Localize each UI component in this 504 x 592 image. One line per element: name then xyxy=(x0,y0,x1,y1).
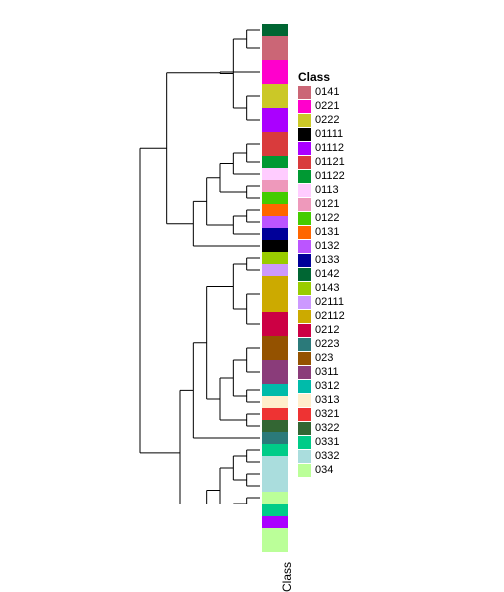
legend-label-01112: 01112 xyxy=(315,142,344,154)
leaf-0121 xyxy=(262,180,288,192)
legend-label-0332: 0332 xyxy=(315,450,339,462)
legend-swatch-0332 xyxy=(298,450,311,463)
legend-label-023: 023 xyxy=(315,352,333,364)
leaf-0332 xyxy=(262,468,288,480)
legend-swatch-0121 xyxy=(298,198,311,211)
legend-swatch-0122 xyxy=(298,212,311,225)
axis-label-class: Class xyxy=(280,562,294,592)
leaf-0332 xyxy=(262,456,288,468)
leaf-0331 xyxy=(262,444,288,456)
legend-swatch-0331 xyxy=(298,436,311,449)
leaf-023 xyxy=(262,336,288,360)
legend-swatch-0221 xyxy=(298,100,311,113)
legend-label-0212: 0212 xyxy=(315,324,339,336)
legend-label-0133: 0133 xyxy=(315,254,339,266)
leaf-0321 xyxy=(262,408,288,420)
legend-swatch-0313 xyxy=(298,394,311,407)
legend-swatch-0222 xyxy=(298,114,311,127)
leaf-01111 xyxy=(262,240,288,252)
legend-swatch-0311 xyxy=(298,366,311,379)
leaf-0223 xyxy=(262,432,288,444)
leaf-0221 xyxy=(262,60,288,84)
leaf-0132 xyxy=(262,216,288,228)
legend-swatch-0142 xyxy=(298,268,311,281)
legend-label-034: 034 xyxy=(315,464,333,476)
leaf-02112 xyxy=(262,276,288,312)
legend-swatch-0113 xyxy=(298,184,311,197)
legend-label-0322: 0322 xyxy=(315,422,339,434)
legend-label-02111: 02111 xyxy=(315,296,344,308)
legend-label-0223: 0223 xyxy=(315,338,339,350)
legend-swatch-01111 xyxy=(298,128,311,141)
legend-swatch-0312 xyxy=(298,380,311,393)
legend-swatch-034 xyxy=(298,464,311,477)
leaf-0141 xyxy=(262,36,288,60)
legend-swatch-0133 xyxy=(298,254,311,267)
legend-swatch-01122 xyxy=(298,170,311,183)
legend-swatch-0212 xyxy=(298,324,311,337)
leaf-0222 xyxy=(262,84,288,108)
legend-swatch-0141 xyxy=(298,86,311,99)
leaf-01122 xyxy=(262,156,288,168)
leaf-0322 xyxy=(262,420,288,432)
legend-title: Class xyxy=(298,70,330,84)
legend-label-0221: 0221 xyxy=(315,100,339,112)
legend-label-0122: 0122 xyxy=(315,212,339,224)
legend-swatch-0131 xyxy=(298,226,311,239)
leaf-01112 xyxy=(262,108,288,132)
leaf-0142 xyxy=(262,24,288,36)
legend-label-01111: 01111 xyxy=(315,128,343,140)
legend-label-0313: 0313 xyxy=(315,394,339,406)
legend-swatch-0223 xyxy=(298,338,311,351)
legend-swatch-02112 xyxy=(298,310,311,323)
legend-label-0121: 0121 xyxy=(315,198,339,210)
legend-label-0132: 0132 xyxy=(315,240,339,252)
legend-label-0141: 0141 xyxy=(315,86,339,98)
legend-label-02112: 02112 xyxy=(315,310,345,322)
legend-label-01122: 01122 xyxy=(315,170,345,182)
leaf-0311 xyxy=(262,360,288,384)
legend-swatch-0322 xyxy=(298,422,311,435)
leaf-0212 xyxy=(262,312,288,336)
leaf-0331 xyxy=(262,504,288,516)
legend-swatch-0321 xyxy=(298,408,311,421)
legend-swatch-01112 xyxy=(298,142,311,155)
legend-label-0312: 0312 xyxy=(315,380,339,392)
legend-swatch-01121 xyxy=(298,156,311,169)
leaf-034 xyxy=(262,528,288,552)
legend-label-01121: 01121 xyxy=(315,156,345,168)
leaf-0143 xyxy=(262,252,288,264)
legend-swatch-0132 xyxy=(298,240,311,253)
leaf-034 xyxy=(262,492,288,504)
leaf-0312 xyxy=(262,384,288,396)
leaf-0332 xyxy=(262,480,288,492)
leaf-0131 xyxy=(262,204,288,216)
legend-swatch-0143 xyxy=(298,282,311,295)
leaf-02111 xyxy=(262,264,288,276)
legend-label-0311: 0311 xyxy=(315,366,339,378)
legend-label-0113: 0113 xyxy=(315,184,339,196)
legend-label-0143: 0143 xyxy=(315,282,339,294)
legend-label-0222: 0222 xyxy=(315,114,339,126)
leaf-01112 xyxy=(262,516,288,528)
legend-label-0131: 0131 xyxy=(315,226,339,238)
leaf-0122 xyxy=(262,192,288,204)
leaf-0113 xyxy=(262,168,288,180)
legend-swatch-023 xyxy=(298,352,311,365)
legend-swatch-02111 xyxy=(298,296,311,309)
legend-label-0142: 0142 xyxy=(315,268,339,280)
legend-label-0321: 0321 xyxy=(315,408,339,420)
dendrogram-lines xyxy=(0,0,504,504)
leaf-01121 xyxy=(262,132,288,156)
leaf-0133 xyxy=(262,228,288,240)
leaf-0313 xyxy=(262,396,288,408)
legend-label-0331: 0331 xyxy=(315,436,339,448)
dendrogram-figure: Class 0141 0221 0222 01111 01112 01121 01122 011… xyxy=(0,0,504,504)
